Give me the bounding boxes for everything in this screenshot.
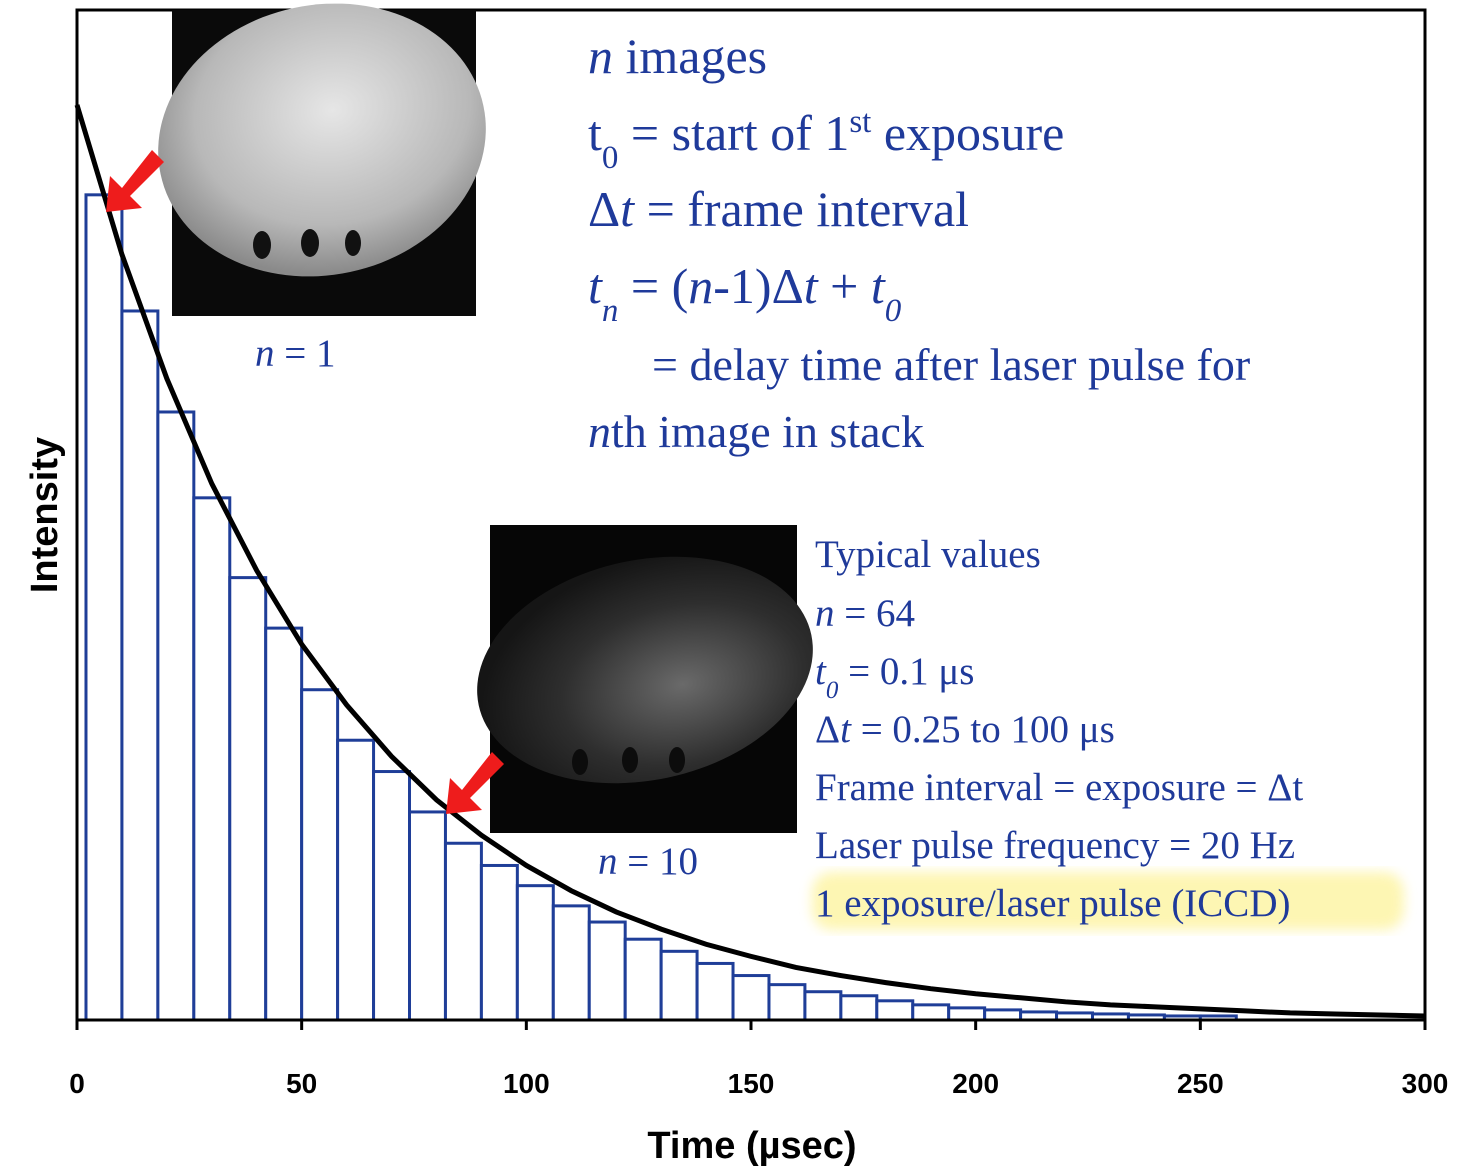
x-axis-label: Time (µsec) xyxy=(647,1125,856,1167)
x-tick-label: 300 xyxy=(1402,1068,1449,1099)
text-run: n xyxy=(588,406,611,457)
x-tick-label: 0 xyxy=(69,1068,85,1099)
x-tick-label: 200 xyxy=(952,1068,999,1099)
bar xyxy=(875,999,915,1022)
text-run: t xyxy=(588,258,603,314)
text-run: Frame interval = exposure = Δt xyxy=(815,766,1303,809)
annotation-line: n = 64 xyxy=(815,592,915,635)
text-run: t xyxy=(815,650,827,693)
text-run: n xyxy=(588,28,613,84)
annotation-line: n images xyxy=(588,28,767,84)
text-run: t xyxy=(588,105,602,161)
bar xyxy=(587,920,627,1022)
text-run: n xyxy=(688,258,713,314)
text-run: -1)Δ xyxy=(713,258,803,314)
text-run: Typical values xyxy=(815,533,1041,576)
annotation-line: = delay time after laser pulse for xyxy=(652,339,1250,390)
text-run: Δ xyxy=(588,181,620,237)
text-run: n xyxy=(602,293,619,329)
text-run: = 1 xyxy=(275,332,336,375)
text-run: st xyxy=(849,104,871,140)
bar xyxy=(731,974,771,1022)
text-run: t xyxy=(620,181,635,237)
text-run: t xyxy=(804,258,819,314)
annotation-line: t0 = start of 1st exposure xyxy=(588,104,1064,176)
annotation-line: tn = (n-1)Δt + t0 xyxy=(588,258,902,329)
annotation-line: Δt = frame interval xyxy=(588,181,969,237)
annotation-line: t0 = 0.1 μs xyxy=(815,650,974,704)
text-run: = 0.1 μs xyxy=(838,650,974,693)
bar xyxy=(120,309,160,1022)
bar xyxy=(336,738,376,1022)
bar xyxy=(983,1008,1023,1022)
text-run: th image in stack xyxy=(611,406,924,457)
text-run: 0 xyxy=(885,293,902,329)
bar xyxy=(551,904,591,1022)
text-run: = 10 xyxy=(618,840,699,883)
fit-curve xyxy=(74,104,1426,1019)
bar xyxy=(839,994,879,1022)
bar xyxy=(803,990,843,1022)
text-run: Δ xyxy=(815,708,840,751)
bar xyxy=(443,841,483,1022)
bar xyxy=(372,770,412,1022)
annotation-line: Δt = 0.25 to 100 μs xyxy=(815,708,1115,751)
bar xyxy=(695,961,735,1022)
photo-1 xyxy=(158,3,486,316)
text-run: images xyxy=(613,28,767,84)
image-label: n = 10 xyxy=(598,840,698,883)
text-run: = ( xyxy=(618,258,688,314)
bar xyxy=(911,1003,951,1022)
annotation-line: 1 exposure/laser pulse (ICCD) xyxy=(815,882,1290,925)
bar xyxy=(947,1006,987,1022)
image-label: n = 1 xyxy=(255,332,336,375)
text-run: exposure xyxy=(871,105,1064,161)
text-run: n xyxy=(255,332,275,375)
x-tick-label: 50 xyxy=(286,1068,317,1099)
bar xyxy=(408,810,447,1022)
x-tick-label: 100 xyxy=(503,1068,550,1099)
bar xyxy=(84,193,124,1022)
annotation-line: Frame interval = exposure = Δt xyxy=(815,766,1303,809)
photo-2 xyxy=(477,525,813,833)
bar xyxy=(767,983,807,1022)
arrow xyxy=(106,150,504,814)
bar xyxy=(479,863,519,1022)
text-run: t xyxy=(871,258,886,314)
text-run: 0 xyxy=(826,677,839,704)
y-axis-label: Intensity xyxy=(24,437,66,593)
text-run: = frame interval xyxy=(634,181,969,237)
bar xyxy=(228,576,268,1022)
text-run: n xyxy=(815,592,835,635)
bar xyxy=(192,496,232,1022)
text-run: + xyxy=(818,258,871,314)
x-tick-label: 150 xyxy=(728,1068,775,1099)
bar xyxy=(300,688,340,1022)
text-run: 0 xyxy=(602,140,619,176)
annotation-line: Laser pulse frequency = 20 Hz xyxy=(815,824,1295,867)
bar xyxy=(156,410,196,1022)
text-run: n xyxy=(598,840,618,883)
bar xyxy=(264,626,304,1022)
text-run: = start of 1 xyxy=(618,105,849,161)
text-run: 1 exposure/laser pulse (ICCD) xyxy=(815,882,1290,925)
bar xyxy=(515,884,555,1022)
text-run: = 0.25 to 100 μs xyxy=(851,708,1115,751)
text-run: t xyxy=(840,708,852,751)
plot: 0 50 100 150 200 250 300 Time (µsec) Intensity xyxy=(24,8,1449,1167)
highlight xyxy=(812,872,1404,930)
annotation-line: Typical values xyxy=(815,533,1041,576)
text-run: = 64 xyxy=(835,592,916,635)
text-run: Laser pulse frequency = 20 Hz xyxy=(815,824,1295,867)
annotation-line: nth image in stack xyxy=(588,406,924,457)
text-run: = delay time after laser pulse for xyxy=(652,339,1250,390)
bar xyxy=(659,949,699,1022)
bar xyxy=(623,937,663,1022)
x-tick-label: 250 xyxy=(1177,1068,1224,1099)
